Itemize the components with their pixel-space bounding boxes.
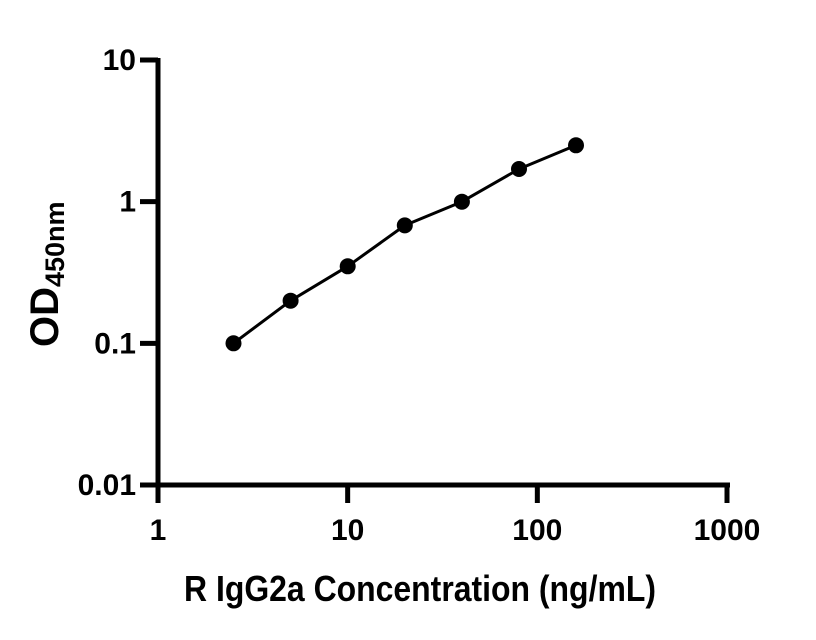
y-axis-title: OD450nm (23, 201, 70, 347)
y-axis: 0.01 0.1 1 10 (78, 44, 161, 502)
x-tick-group: 1 10 100 1000 (150, 485, 761, 547)
y-tick-group: 0.01 0.1 1 10 (78, 44, 158, 502)
y-tick-label: 0.01 (78, 469, 136, 502)
data-point (453, 193, 470, 210)
x-tick-label: 1 (150, 514, 167, 547)
series-line (232, 143, 577, 345)
y-tick-label: 0.1 (94, 327, 136, 360)
data-point (339, 258, 356, 275)
y-axis-title-main: OD (23, 287, 67, 347)
data-point (511, 161, 527, 177)
y-tick-label: 10 (103, 44, 136, 77)
y-axis-title-subscript: 450nm (40, 201, 70, 287)
x-axis: 1 10 100 1000 (150, 482, 761, 547)
x-tick-label: 10 (331, 514, 364, 547)
series-points (225, 137, 584, 352)
data-point (282, 292, 299, 309)
x-tick-label: 100 (512, 514, 562, 547)
data-point (225, 335, 242, 352)
y-tick-label: 1 (119, 186, 136, 219)
data-point (568, 137, 584, 154)
x-axis-title: R IgG2a Concentration (ng/mL) (184, 568, 656, 609)
x-tick-label: 1000 (694, 514, 761, 547)
data-point (396, 217, 413, 234)
